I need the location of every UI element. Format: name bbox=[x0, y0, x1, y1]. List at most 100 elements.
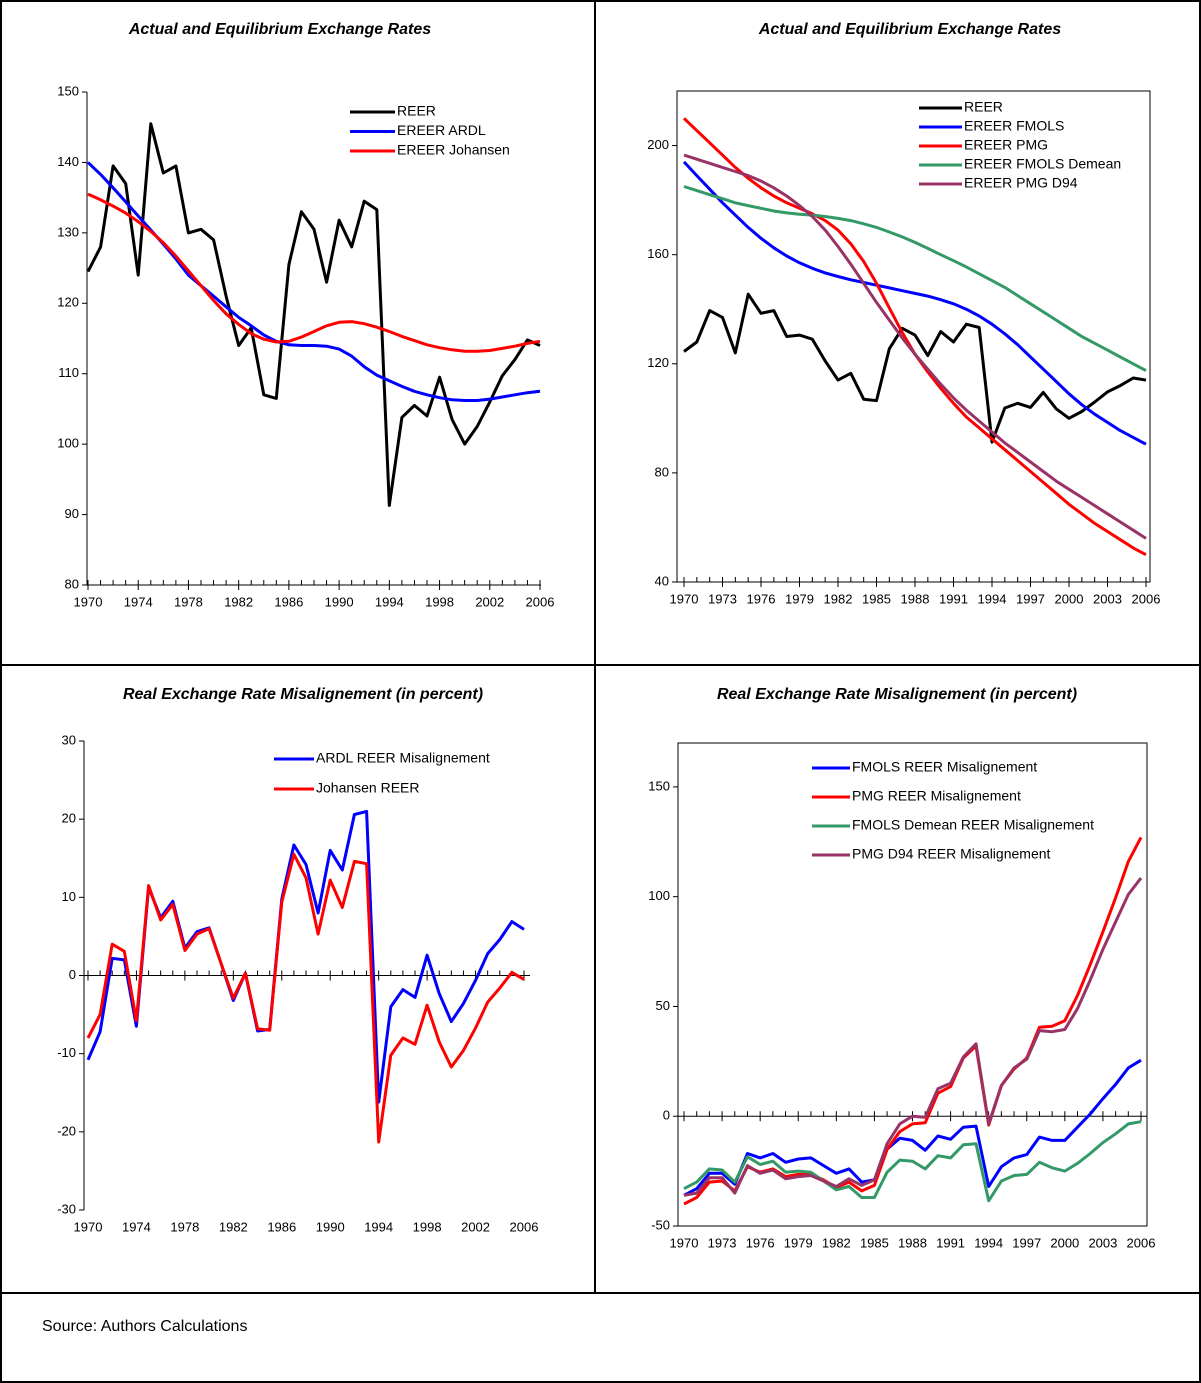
plot-frame bbox=[676, 90, 1151, 583]
y-tick-label: 130 bbox=[57, 224, 79, 239]
series-line bbox=[683, 153, 1147, 540]
y-tick-label: 90 bbox=[65, 506, 79, 521]
series-line bbox=[683, 1120, 1142, 1203]
x-tick-label: 1988 bbox=[901, 591, 930, 606]
legend-label: FMOLS REER Misalignement bbox=[852, 759, 1037, 775]
x-tick-label: 1994 bbox=[375, 594, 404, 609]
x-tick-label: 1994 bbox=[364, 1219, 393, 1234]
y-tick-label: 100 bbox=[648, 888, 670, 903]
x-tick-label: 1973 bbox=[708, 1235, 737, 1250]
y-tick-label: 0 bbox=[663, 1108, 670, 1123]
x-tick-label: 1970 bbox=[74, 594, 103, 609]
x-tick-label: 1986 bbox=[274, 594, 303, 609]
x-tick-label: 2006 bbox=[1127, 1235, 1156, 1250]
x-tick-label: 1970 bbox=[74, 1219, 103, 1234]
legend-label: Johansen REER bbox=[316, 780, 420, 796]
x-tick-label: 2006 bbox=[526, 594, 555, 609]
x-tick-label: 1973 bbox=[708, 591, 737, 606]
x-tick-label: 1970 bbox=[670, 591, 699, 606]
y-tick-label: 150 bbox=[57, 83, 79, 98]
legend-label: EREER FMOLS bbox=[964, 118, 1064, 134]
x-tick-label: 2006 bbox=[1132, 591, 1161, 606]
y-tick-label: 30 bbox=[62, 732, 76, 747]
x-tick-label: 1997 bbox=[1012, 1235, 1041, 1250]
series-line bbox=[682, 160, 1147, 446]
x-tick-label: 1990 bbox=[325, 594, 354, 609]
x-tick-label: 1976 bbox=[747, 591, 776, 606]
x-tick-label: 1991 bbox=[939, 591, 968, 606]
plot-frame bbox=[677, 742, 1148, 1227]
y-tick-label: -10 bbox=[57, 1045, 76, 1060]
x-tick-label: 1979 bbox=[785, 591, 814, 606]
x-tick-label: 1998 bbox=[425, 594, 454, 609]
y-tick-label: 120 bbox=[647, 355, 669, 370]
y-tick-label: -30 bbox=[57, 1201, 76, 1216]
y-tick-label: 150 bbox=[648, 778, 670, 793]
chart-title: Real Exchange Rate Misalignement (in per… bbox=[123, 686, 483, 703]
legend-label: PMG D94 REER Misalignement bbox=[852, 846, 1051, 862]
x-tick-label: 2002 bbox=[461, 1219, 490, 1234]
y-tick-label: 100 bbox=[57, 436, 79, 451]
legend-label: EREER PMG bbox=[964, 137, 1048, 153]
x-tick-label: 1985 bbox=[862, 591, 891, 606]
x-tick-label: 1982 bbox=[219, 1219, 248, 1234]
x-tick-label: 1990 bbox=[316, 1219, 345, 1234]
x-tick-label: 2000 bbox=[1050, 1235, 1079, 1250]
x-tick-label: 1978 bbox=[174, 594, 203, 609]
y-tick-label: 140 bbox=[57, 154, 79, 169]
x-tick-label: 2003 bbox=[1093, 591, 1122, 606]
series-line bbox=[683, 877, 1143, 1197]
legend-label: PMG REER Misalignement bbox=[852, 788, 1021, 804]
x-tick-label: 1997 bbox=[1016, 591, 1045, 606]
chart-title: Real Exchange Rate Misalignement (in per… bbox=[717, 686, 1077, 703]
chart-title: Actual and Equilibrium Exchange Rates bbox=[128, 21, 431, 38]
series-line bbox=[683, 1058, 1142, 1197]
x-tick-label: 2002 bbox=[475, 594, 504, 609]
x-tick-label: 1974 bbox=[124, 594, 153, 609]
y-tick-label: 110 bbox=[58, 365, 79, 380]
x-tick-label: 1985 bbox=[860, 1235, 889, 1250]
y-tick-label: 200 bbox=[647, 137, 669, 152]
x-tick-label: 1994 bbox=[974, 1235, 1003, 1250]
x-tick-label: 1986 bbox=[267, 1219, 296, 1234]
legend-label: ARDL REER Misalignement bbox=[316, 750, 490, 766]
series-line bbox=[86, 161, 541, 402]
legend-label: FMOLS Demean REER Misalignement bbox=[852, 817, 1094, 833]
x-tick-label: 1982 bbox=[822, 1235, 851, 1250]
x-tick-label: 1991 bbox=[936, 1235, 965, 1250]
x-tick-label: 1979 bbox=[784, 1235, 813, 1250]
legend-label: REER bbox=[397, 103, 436, 119]
x-tick-label: 2000 bbox=[1055, 591, 1084, 606]
series-line bbox=[86, 852, 525, 1144]
series-line bbox=[683, 836, 1143, 1206]
legend-label: EREER ARDL bbox=[397, 122, 486, 138]
y-tick-label: -50 bbox=[651, 1217, 670, 1232]
x-tick-label: 1974 bbox=[122, 1219, 151, 1234]
y-tick-label: 120 bbox=[57, 295, 79, 310]
y-tick-label: 20 bbox=[62, 811, 76, 826]
y-tick-label: 50 bbox=[656, 998, 670, 1013]
x-tick-label: 1998 bbox=[413, 1219, 442, 1234]
chart-title: Actual and Equilibrium Exchange Rates bbox=[758, 21, 1061, 38]
x-tick-label: 1982 bbox=[224, 594, 253, 609]
series-line bbox=[87, 192, 541, 353]
series-line bbox=[683, 185, 1147, 372]
x-tick-label: 2003 bbox=[1088, 1235, 1117, 1250]
x-tick-label: 1994 bbox=[978, 591, 1007, 606]
x-tick-label: 1978 bbox=[170, 1219, 199, 1234]
y-tick-label: 80 bbox=[65, 576, 79, 591]
legend-label: REER bbox=[964, 99, 1003, 115]
y-tick-label: 10 bbox=[62, 889, 76, 904]
legend-label: EREER PMG D94 bbox=[964, 175, 1078, 191]
source-note: Source: Authors Calculations bbox=[42, 1318, 247, 1335]
x-tick-label: 1970 bbox=[670, 1235, 699, 1250]
legend-label: EREER FMOLS Demean bbox=[964, 156, 1121, 172]
y-tick-label: 40 bbox=[655, 573, 669, 588]
y-tick-label: 80 bbox=[655, 464, 669, 479]
y-tick-label: 160 bbox=[647, 246, 669, 261]
series-line bbox=[683, 292, 1147, 444]
x-tick-label: 1988 bbox=[898, 1235, 927, 1250]
y-tick-label: 0 bbox=[69, 967, 76, 982]
